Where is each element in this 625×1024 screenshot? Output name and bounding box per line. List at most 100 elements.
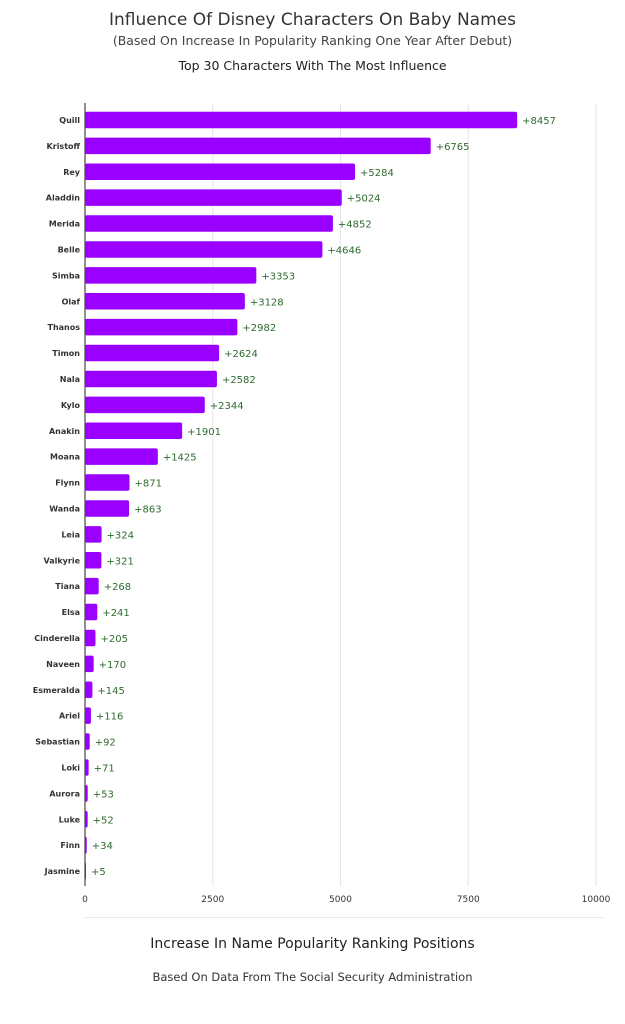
bar: [85, 526, 102, 543]
data-label: +4852: [338, 220, 372, 231]
bar: [85, 267, 257, 284]
category-label: Sebastian: [35, 738, 80, 747]
data-label: +3353: [261, 271, 295, 282]
bar: [85, 111, 518, 129]
bar: [85, 500, 130, 517]
x-tick-label: 10000: [582, 895, 611, 905]
category-label: Tiana: [55, 582, 80, 591]
category-label: Naveen: [46, 660, 80, 669]
category-label: Quill: [59, 116, 80, 125]
category-label: Anakin: [49, 427, 80, 436]
bar: [85, 318, 238, 336]
data-label: +241: [102, 608, 129, 619]
data-label: +324: [107, 530, 134, 541]
bar: [85, 552, 102, 569]
bar: [85, 733, 90, 750]
bar: [85, 836, 87, 854]
category-label: Flynn: [55, 479, 80, 488]
category-label: Elsa: [62, 608, 80, 617]
data-label: +170: [99, 660, 126, 671]
bar: [85, 163, 356, 180]
category-label: Kristoff: [47, 142, 81, 151]
bar: [85, 215, 333, 232]
data-label: +53: [93, 789, 114, 800]
bar: [85, 707, 91, 724]
bar: [85, 396, 205, 414]
bar: [85, 344, 220, 362]
bar: [85, 422, 183, 439]
data-label: +2582: [222, 375, 256, 386]
data-label: +6765: [436, 142, 470, 153]
data-label: +321: [106, 556, 133, 567]
data-label: +1901: [187, 427, 221, 438]
data-label: +863: [134, 504, 161, 515]
bar: [85, 577, 99, 595]
data-label: +2624: [224, 349, 258, 360]
category-label: Esmeralda: [33, 686, 80, 695]
bar: [85, 759, 89, 776]
chart-heading: Top 30 Characters With The Most Influenc…: [178, 58, 447, 73]
category-label: Simba: [52, 271, 80, 280]
bar: [85, 370, 217, 388]
category-label: Jasmine: [44, 867, 81, 876]
chart-subtitle: (Based On Increase In Popularity Ranking…: [112, 33, 513, 48]
data-label: +1425: [163, 453, 197, 464]
bar: [85, 629, 96, 647]
chart-title: Influence Of Disney Characters On Baby N…: [109, 10, 516, 30]
data-label: +8457: [522, 116, 556, 127]
category-label: Kylo: [61, 401, 81, 410]
data-label: +2982: [242, 323, 276, 334]
data-label: +4646: [327, 245, 361, 256]
bar: [85, 681, 93, 698]
data-label: +5024: [347, 194, 381, 205]
data-label: +5284: [360, 168, 394, 179]
category-label: Merida: [49, 220, 80, 229]
category-label: Aurora: [49, 789, 80, 798]
category-label: Thanos: [47, 323, 80, 332]
divider: [84, 917, 604, 918]
category-label: Valkyrie: [43, 556, 80, 565]
data-label: +205: [100, 634, 127, 645]
data-label: +871: [135, 479, 162, 490]
bar: [85, 189, 342, 206]
data-label: +5: [91, 867, 106, 878]
bar: [85, 448, 158, 465]
category-label: Belle: [58, 245, 81, 254]
category-label: Aladdin: [46, 194, 81, 203]
bar: [85, 137, 431, 155]
data-label: +145: [97, 686, 124, 697]
category-label: Timon: [52, 349, 80, 358]
x-tick-label: 2500: [201, 895, 224, 905]
data-label: +92: [95, 738, 116, 749]
category-label: Cinderella: [34, 634, 80, 643]
data-label: +2344: [210, 401, 244, 412]
data-label: +71: [94, 763, 115, 774]
x-tick-label: 0: [82, 895, 88, 905]
category-label: Rey: [63, 168, 81, 177]
category-label: Olaf: [62, 297, 81, 306]
category-label: Luke: [59, 815, 81, 824]
bar: [85, 603, 98, 621]
bar: [85, 811, 88, 828]
x-tick-label: 7500: [457, 895, 480, 905]
category-label: Wanda: [49, 504, 80, 513]
category-label: Ariel: [59, 712, 80, 721]
category-label: Moana: [50, 453, 80, 462]
bar: [85, 293, 245, 310]
bar: [85, 474, 130, 491]
bar: [85, 241, 323, 258]
data-label: +116: [96, 712, 123, 723]
source-note: Based On Data From The Social Security A…: [152, 970, 473, 984]
bar: [85, 655, 94, 673]
data-label: +34: [92, 841, 113, 852]
bar: [85, 862, 86, 880]
category-label: Nala: [60, 375, 80, 384]
data-label: +3128: [250, 297, 284, 308]
x-axis-title: Increase In Name Popularity Ranking Posi…: [150, 936, 475, 952]
x-tick-label: 5000: [329, 895, 352, 905]
category-label: Finn: [60, 841, 80, 850]
data-label: +268: [104, 582, 131, 593]
data-label: +52: [93, 815, 114, 826]
bar: [85, 785, 88, 802]
